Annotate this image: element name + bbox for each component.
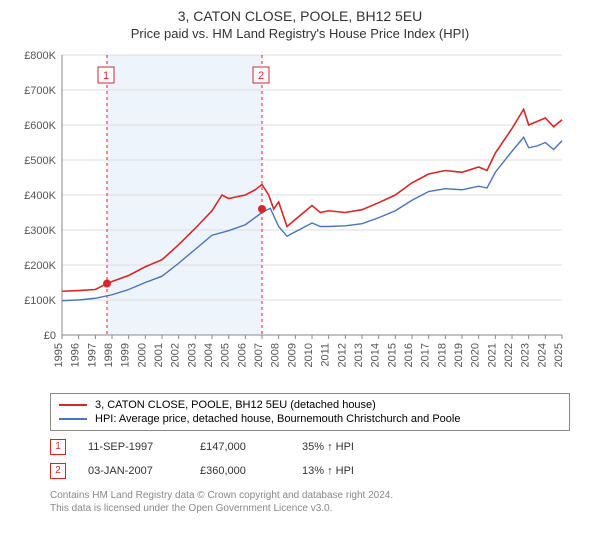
title-address: 3, CATON CLOSE, POOLE, BH12 5EU xyxy=(10,8,590,24)
sale-price: £360,000 xyxy=(200,465,280,477)
svg-text:2024: 2024 xyxy=(536,343,548,367)
svg-text:2011: 2011 xyxy=(320,343,332,367)
svg-text:2002: 2002 xyxy=(170,343,182,367)
legend-label: HPI: Average price, detached house, Bour… xyxy=(95,413,460,425)
svg-text:2003: 2003 xyxy=(186,343,198,367)
svg-text:2025: 2025 xyxy=(553,343,565,367)
legend-label: 3, CATON CLOSE, POOLE, BH12 5EU (detache… xyxy=(95,399,376,411)
legend: 3, CATON CLOSE, POOLE, BH12 5EU (detache… xyxy=(50,393,570,431)
svg-text:£300K: £300K xyxy=(24,225,56,237)
svg-text:£800K: £800K xyxy=(24,50,56,62)
svg-text:2005: 2005 xyxy=(220,343,232,367)
svg-text:2015: 2015 xyxy=(386,343,398,367)
svg-text:2018: 2018 xyxy=(436,343,448,367)
svg-text:2021: 2021 xyxy=(486,343,498,367)
svg-text:2012: 2012 xyxy=(336,343,348,367)
svg-text:1: 1 xyxy=(103,70,109,82)
svg-text:2000: 2000 xyxy=(136,343,148,367)
svg-text:2016: 2016 xyxy=(403,343,415,367)
chart-svg: £0 £100K £200K £300K £400K £500K £600K £700K £80… xyxy=(10,47,570,387)
sale-date: 11-SEP-1997 xyxy=(88,441,178,453)
title-block: 3, CATON CLOSE, POOLE, BH12 5EU Price pa… xyxy=(10,8,590,41)
sale-row: 2 03-JAN-2007 £360,000 13% ↑ HPI xyxy=(50,459,570,483)
svg-text:2022: 2022 xyxy=(503,343,515,367)
chart: £0 £100K £200K £300K £400K £500K £600K £700K £80… xyxy=(10,47,590,387)
svg-text:2007: 2007 xyxy=(253,343,265,367)
svg-text:2020: 2020 xyxy=(470,343,482,367)
svg-text:£200K: £200K xyxy=(24,260,56,272)
svg-text:£600K: £600K xyxy=(24,120,56,132)
sale-delta: 13% ↑ HPI xyxy=(302,465,354,477)
svg-text:1996: 1996 xyxy=(70,343,82,367)
chart-container: 3, CATON CLOSE, POOLE, BH12 5EU Price pa… xyxy=(0,0,600,525)
footer-line2: This data is licensed under the Open Gov… xyxy=(50,502,570,515)
svg-text:2010: 2010 xyxy=(303,343,315,367)
svg-text:2009: 2009 xyxy=(286,343,298,367)
svg-text:£700K: £700K xyxy=(24,85,56,97)
svg-text:£500K: £500K xyxy=(24,155,56,167)
svg-text:2017: 2017 xyxy=(420,343,432,367)
svg-text:1995: 1995 xyxy=(53,343,65,367)
svg-text:£400K: £400K xyxy=(24,190,56,202)
svg-text:£100K: £100K xyxy=(24,295,56,307)
sale-delta: 35% ↑ HPI xyxy=(302,441,354,453)
sale-row: 1 11-SEP-1997 £147,000 35% ↑ HPI xyxy=(50,435,570,459)
svg-text:2014: 2014 xyxy=(370,343,382,367)
svg-text:2: 2 xyxy=(258,70,264,82)
sale-date: 03-JAN-2007 xyxy=(88,465,178,477)
footer-note: Contains HM Land Registry data © Crown c… xyxy=(50,489,570,515)
footer-line1: Contains HM Land Registry data © Crown c… xyxy=(50,489,570,502)
svg-text:2019: 2019 xyxy=(453,343,465,367)
svg-text:2006: 2006 xyxy=(236,343,248,367)
svg-text:1999: 1999 xyxy=(120,343,132,367)
sales-table: 1 11-SEP-1997 £147,000 35% ↑ HPI 2 03-JAN-200… xyxy=(50,435,570,483)
legend-row: HPI: Average price, detached house, Bour… xyxy=(59,412,561,426)
legend-swatch xyxy=(59,418,87,420)
svg-text:2008: 2008 xyxy=(270,343,282,367)
sale-marker: 2 xyxy=(50,463,66,479)
sale-marker: 1 xyxy=(50,439,66,455)
svg-text:2013: 2013 xyxy=(353,343,365,367)
svg-text:2004: 2004 xyxy=(203,343,215,367)
legend-swatch xyxy=(59,404,87,406)
legend-row: 3, CATON CLOSE, POOLE, BH12 5EU (detache… xyxy=(59,398,561,412)
svg-text:2001: 2001 xyxy=(153,343,165,367)
svg-text:2023: 2023 xyxy=(520,343,532,367)
title-subtitle: Price paid vs. HM Land Registry's House … xyxy=(10,26,590,41)
sale-price: £147,000 xyxy=(200,441,280,453)
svg-text:£0: £0 xyxy=(44,330,56,342)
svg-text:1998: 1998 xyxy=(103,343,115,367)
svg-text:1997: 1997 xyxy=(86,343,98,367)
